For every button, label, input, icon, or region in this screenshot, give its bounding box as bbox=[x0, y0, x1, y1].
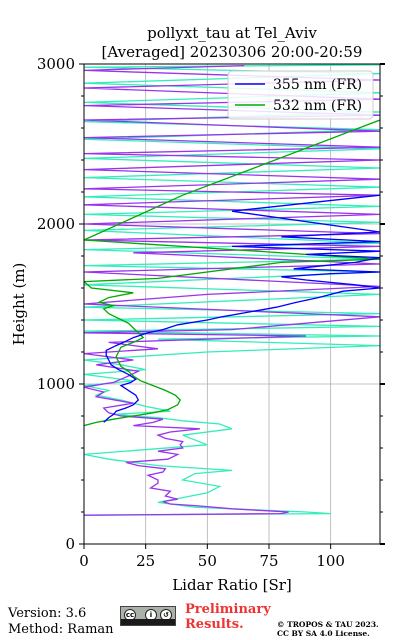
y-tick-label: 0 bbox=[65, 535, 75, 553]
method-label: Method: Raman bbox=[8, 622, 114, 637]
plot-series bbox=[84, 64, 380, 516]
x-tick-label: 100 bbox=[316, 552, 345, 570]
version-label: Version: 3.6 bbox=[8, 606, 87, 621]
y-axis-ticks: 0 1000 2000 3000 bbox=[37, 55, 385, 553]
chart-legend: 355 nm (FR) 532 nm (FR) bbox=[227, 70, 374, 120]
y-tick-label: 2000 bbox=[37, 215, 75, 233]
x-tick-label: 0 bbox=[79, 552, 89, 570]
preliminary-line2: Results. bbox=[185, 617, 244, 632]
series-line-2 bbox=[84, 64, 380, 516]
y-axis-label: Height (m) bbox=[10, 263, 28, 346]
y-tick-label: 1000 bbox=[37, 375, 75, 393]
chart-title-line2: [Averaged] 20230306 20:00-20:59 bbox=[102, 43, 363, 61]
legend-label-532: 532 nm (FR) bbox=[273, 98, 362, 114]
plot-frame bbox=[83, 63, 381, 545]
legend-box bbox=[227, 70, 374, 120]
copyright-line2: CC BY SA 4.0 License. bbox=[277, 629, 370, 638]
preliminary-line1: Preliminary bbox=[185, 602, 271, 617]
chart-title-line1: pollyxt_tau at Tel_Aviv bbox=[147, 24, 317, 42]
series-line-0 bbox=[103, 194, 380, 423]
copyright-notice: © TROPOS & TAU 2023. CC BY SA 4.0 Licens… bbox=[277, 620, 379, 638]
x-tick-label: 75 bbox=[259, 552, 278, 570]
series-line-1 bbox=[84, 119, 380, 427]
copyright-line1: © TROPOS & TAU 2023. bbox=[277, 620, 379, 629]
legend-label-355: 355 nm (FR) bbox=[273, 77, 362, 93]
lidar-ratio-chart: pollyxt_tau at Tel_Aviv [Averaged] 20230… bbox=[10, 24, 385, 594]
x-tick-label: 25 bbox=[136, 552, 155, 570]
y-tick-label: 3000 bbox=[37, 55, 75, 73]
preliminary-notice: Preliminary Results. bbox=[185, 602, 271, 632]
series-line-3 bbox=[84, 64, 380, 516]
x-axis-label: Lidar Ratio [Sr] bbox=[172, 576, 292, 594]
cc-license-badge: cc i ↺ bbox=[120, 606, 176, 626]
x-axis-ticks: 0 25 50 75 100 bbox=[79, 544, 345, 570]
badge-strip bbox=[121, 619, 175, 625]
x-tick-label: 50 bbox=[198, 552, 217, 570]
